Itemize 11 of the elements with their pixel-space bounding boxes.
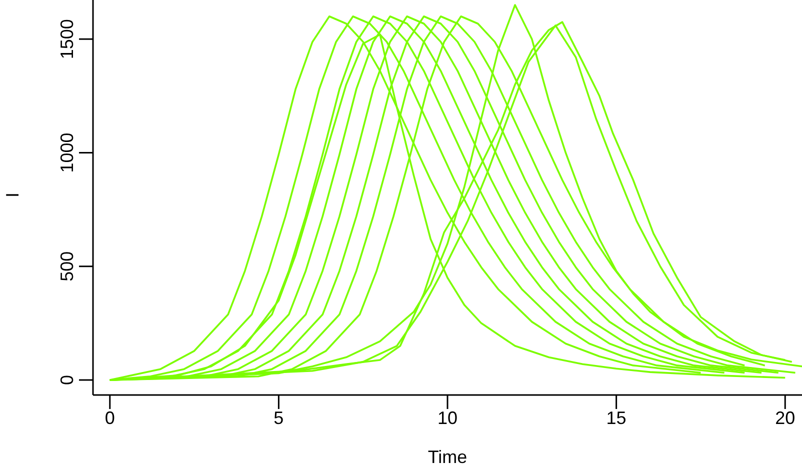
y-tick-label: 500 xyxy=(57,251,77,282)
x-axis-title: Time xyxy=(428,447,468,465)
y-tick-label: 1500 xyxy=(57,19,77,60)
y-tick-label: 1000 xyxy=(57,132,77,173)
x-tick-label: 15 xyxy=(606,408,626,428)
x-tick-label: 10 xyxy=(437,408,458,428)
x-tick-label: 20 xyxy=(775,408,796,428)
y-axis-title: I xyxy=(2,192,22,198)
x-tick-label: 0 xyxy=(104,408,115,428)
x-tick-label: 5 xyxy=(274,408,284,428)
y-tick-label: 0 xyxy=(57,374,77,386)
